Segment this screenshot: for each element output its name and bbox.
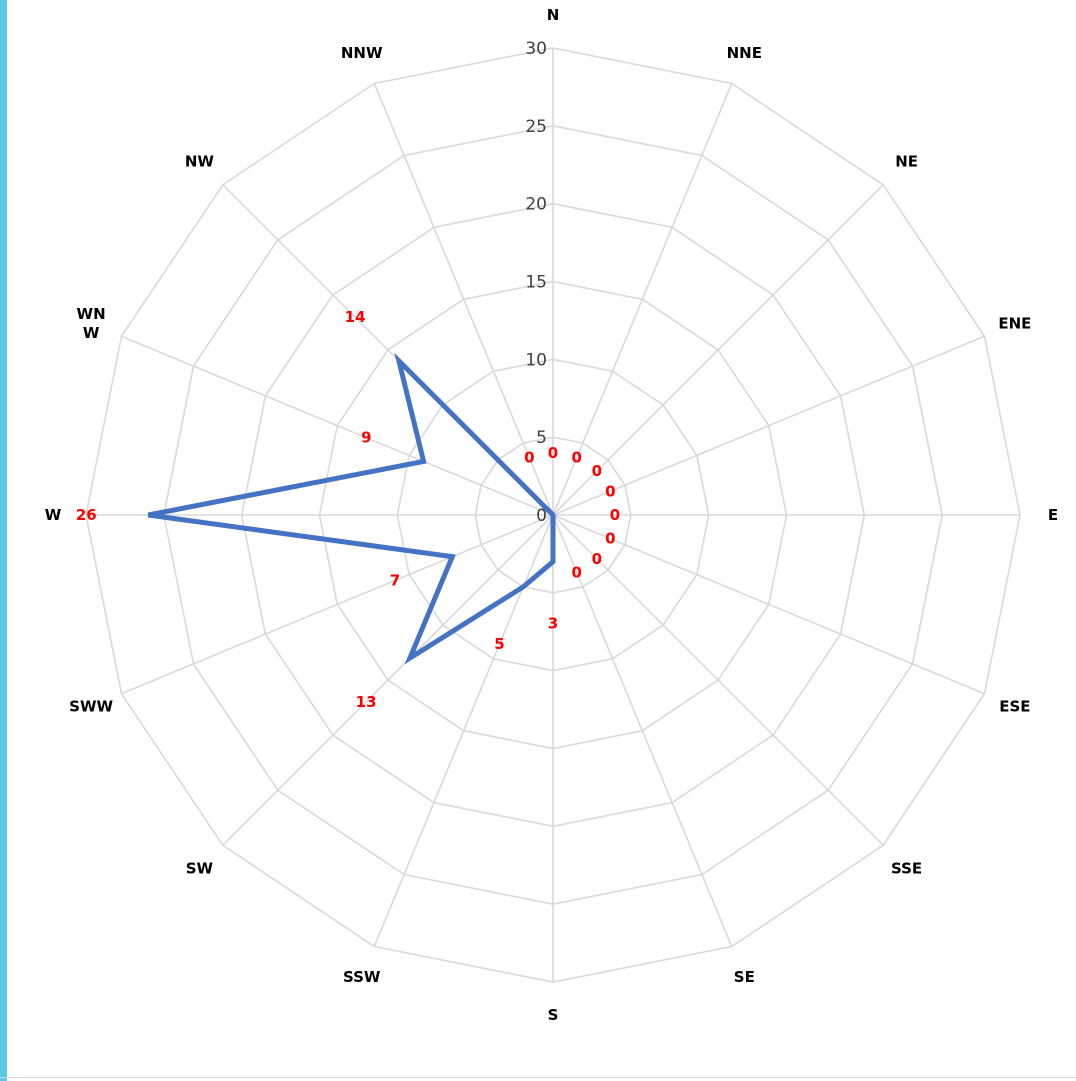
category-label-s: S: [548, 1006, 559, 1024]
data-label-w: 26: [76, 506, 97, 524]
spoke-sww: [121, 514, 554, 695]
category-label-sww: SWW: [69, 697, 113, 715]
tick-label-30: 30: [525, 39, 547, 59]
data-label-ese: 0: [605, 530, 615, 548]
data-label-ssw: 5: [494, 635, 504, 653]
tick-label-5: 5: [536, 428, 547, 448]
tick-label-10: 10: [525, 350, 547, 370]
data-label-e: 0: [610, 506, 620, 524]
category-label-nne: NNE: [727, 44, 762, 62]
window-left-accent: [0, 0, 7, 1081]
category-label-nnw: NNW: [341, 44, 383, 62]
spoke-nnw: [373, 83, 554, 516]
data-label-s: 3: [548, 615, 558, 633]
category-label-se: SE: [734, 968, 755, 986]
data-label-nnw: 0: [524, 449, 534, 467]
category-label-ese: ESE: [999, 697, 1030, 715]
category-label-wnw-line-0: WN: [77, 305, 106, 323]
tick-label-20: 20: [525, 195, 547, 215]
spoke-ene: [552, 335, 985, 516]
category-label-sse: SSE: [891, 860, 922, 878]
data-label-nw: 14: [345, 308, 366, 326]
category-label-ne: NE: [895, 152, 918, 170]
spoke-wnw: [121, 335, 554, 516]
category-label-n: N: [547, 6, 560, 24]
spoke-se: [552, 514, 733, 947]
category-label-wnw-line-1: W: [83, 324, 100, 342]
category-label-nw: NW: [185, 152, 215, 170]
spoke-ne: [552, 184, 884, 516]
radar-spokes: [86, 48, 1020, 982]
category-label-ssw: SSW: [343, 968, 381, 986]
spoke-sse: [552, 514, 884, 846]
tick-label-15: 15: [525, 273, 547, 293]
data-label-sw: 13: [356, 693, 377, 711]
spoke-ese: [552, 514, 985, 695]
data-label-n: 0: [548, 444, 558, 462]
tick-label-25: 25: [525, 117, 547, 137]
data-label-ne: 0: [592, 462, 602, 480]
tick-label-0: 0: [536, 506, 547, 526]
series-line-0: [147, 352, 556, 665]
spoke-nne: [552, 83, 733, 516]
category-label-w: W: [45, 506, 62, 524]
spoke-sw: [222, 514, 554, 846]
category-label-ene: ENE: [998, 315, 1031, 333]
data-label-wnw: 9: [361, 429, 371, 447]
category-label-e: E: [1048, 506, 1058, 524]
category-label-sw: SW: [186, 860, 214, 878]
data-label-sse: 0: [592, 550, 602, 568]
data-label-se: 0: [571, 563, 581, 581]
series-layer: [147, 352, 556, 665]
window-bottom-edge: [0, 1077, 1076, 1078]
data-label-nne: 0: [571, 449, 581, 467]
spoke-ssw: [373, 514, 554, 947]
data-label-sww: 7: [390, 571, 400, 589]
data-label-ene: 0: [605, 482, 615, 500]
